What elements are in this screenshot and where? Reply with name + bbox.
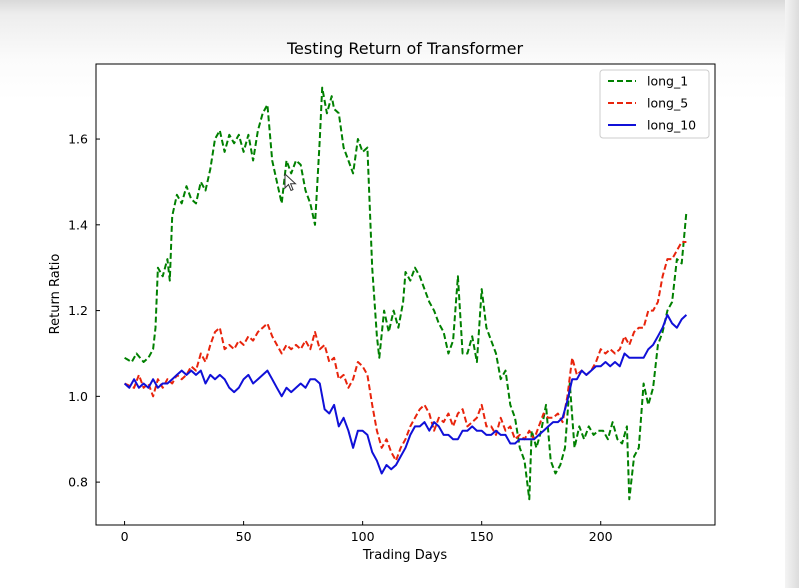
x-tick-label: 100 [351,529,375,544]
plot-frame [95,63,716,526]
series-line-long-5 [124,241,687,462]
legend-label-long-1: long_1 [647,74,688,89]
y-tick-label: 0.8 [68,475,88,490]
x-tick-label: 0 [121,529,129,544]
y-tick-label: 1.0 [68,389,88,404]
x-tick-label: 150 [470,529,494,544]
chart-title: Testing Return of Transformer [286,39,523,58]
window-edge [785,0,799,588]
y-axis: 0.8 1.0 1.2 1.4 1.6 [68,132,100,490]
series-line-long-10 [123,313,688,475]
y-tick-label: 1.6 [68,132,88,147]
x-axis: 0 50 100 150 200 [121,521,613,544]
x-tick-label: 50 [236,529,252,544]
legend-box [599,69,710,139]
y-axis-label: Return Ratio [48,254,63,335]
series-layer [123,86,688,501]
mouse-pointer-icon [284,173,297,192]
y-tick-label: 1.4 [68,217,88,232]
x-axis-label: Trading Days [362,548,447,563]
series-line-long-1 [124,86,688,501]
legend: long_1 long_5 long_10 [599,69,710,139]
y-tick-label: 1.2 [68,303,88,318]
x-tick-label: 200 [589,529,613,544]
legend-label-long-10: long_10 [647,118,696,133]
legend-label-long-5: long_5 [647,96,688,111]
